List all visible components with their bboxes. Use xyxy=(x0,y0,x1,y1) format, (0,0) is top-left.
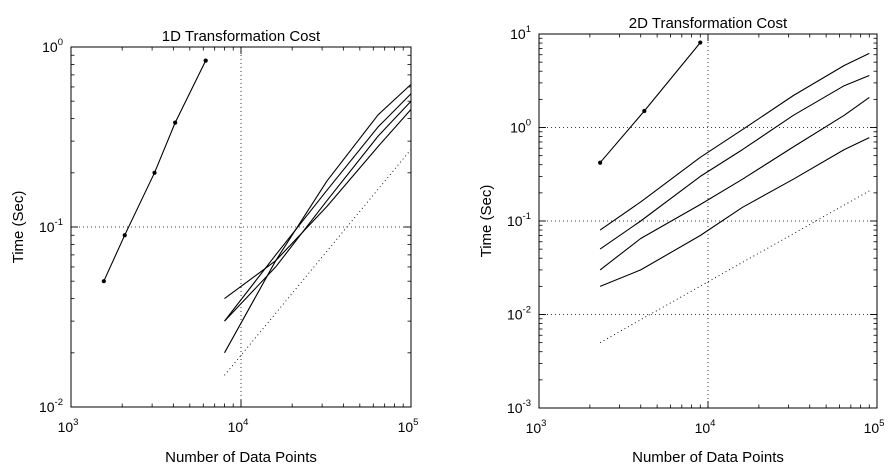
right-series-line-2 xyxy=(599,52,870,231)
left-axes-box xyxy=(70,46,412,408)
right-series-line-3 xyxy=(599,74,870,250)
right-y-tick-label: 101 xyxy=(510,24,531,42)
right-series-point xyxy=(698,40,703,45)
right-x-tick-label: 104 xyxy=(695,418,716,436)
left-y-tick-label: 10-1 xyxy=(39,217,63,235)
right-series-line-5 xyxy=(599,137,870,287)
right-y-tick-label: 10-2 xyxy=(507,305,531,323)
left-series-line-6 xyxy=(224,149,412,376)
left-x-tick-label: 104 xyxy=(228,417,249,435)
left-series-line-3 xyxy=(224,93,412,322)
left-series-line-2 xyxy=(224,83,412,300)
left-chart-title: 1D Transformation Cost xyxy=(162,28,321,45)
right-y-tick-label: 10-1 xyxy=(507,211,531,229)
right-axes-box xyxy=(538,33,878,409)
left-y-tick-label: 100 xyxy=(42,37,63,55)
left-series-point xyxy=(101,279,106,284)
right-chart: 103 104 105 10-3 10-2 10-1 100 101 2D Transforma… xyxy=(478,15,884,466)
left-series-point xyxy=(203,58,208,63)
right-chart-title: 2D Transformation Cost xyxy=(629,15,788,32)
right-series-point xyxy=(642,108,647,114)
right-x-axis-label: Number of Data Points xyxy=(632,449,784,466)
left-y-axis-label: Time (Sec) xyxy=(10,191,27,264)
left-series-point xyxy=(122,233,127,238)
left-y-tick-label: 10-2 xyxy=(39,397,63,415)
right-y-axis-label: Time (Sec) xyxy=(478,185,495,258)
left-series-line-5 xyxy=(224,109,412,354)
right-series-point xyxy=(598,160,603,165)
left-series-point xyxy=(173,120,178,125)
left-x-tick-label: 105 xyxy=(398,417,419,435)
left-series-point xyxy=(152,170,157,175)
left-x-tick-label: 103 xyxy=(58,417,79,435)
right-x-tick-label: 103 xyxy=(526,418,547,436)
left-x-axis-label: Number of Data Points xyxy=(165,449,317,466)
right-series-line-4 xyxy=(599,96,870,271)
left-series-line-4 xyxy=(224,100,412,322)
left-chart: 103 104 105 10-2 10-1 100 1D Transformation Co… xyxy=(10,28,418,466)
right-x-tick-label: 105 xyxy=(864,418,885,436)
right-y-tick-label: 100 xyxy=(510,118,531,136)
right-y-tick-label: 10-3 xyxy=(507,398,531,416)
